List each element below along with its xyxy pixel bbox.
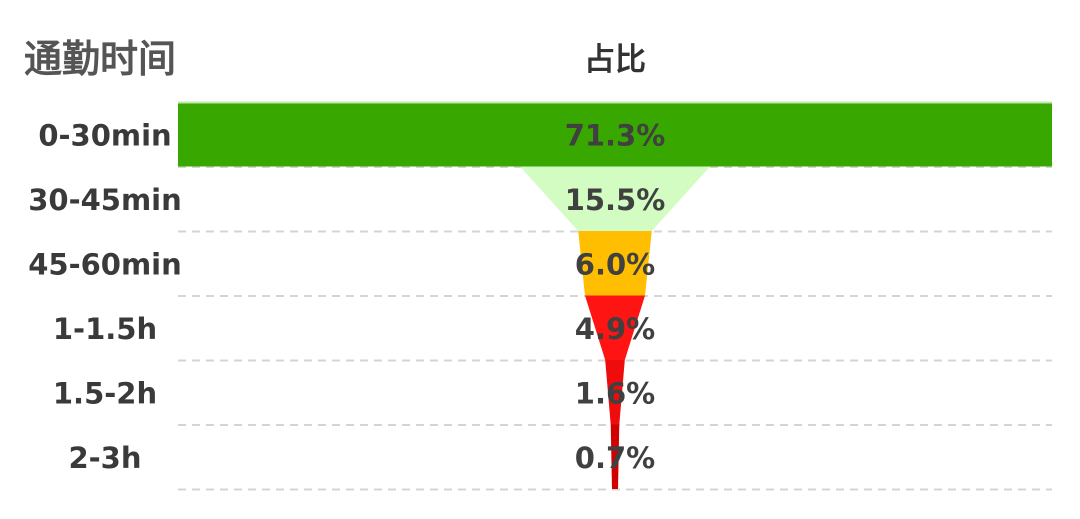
funnel-segment-0-30min: [178, 102, 1052, 167]
chart-title: 通勤时间: [24, 37, 177, 81]
category-label: 1-1.5h: [53, 312, 157, 346]
category-label: 2-3h: [68, 441, 141, 475]
value-label: 1.6%: [575, 376, 655, 410]
funnel-segment-1-1.5h: [584, 295, 646, 360]
category-label: 45-60min: [28, 247, 182, 281]
category-label: 30-45min: [28, 183, 182, 217]
value-label: 6.0%: [575, 247, 655, 281]
value-label: 0.7%: [575, 441, 655, 475]
funnel-segment-45-60min: [578, 231, 652, 296]
value-label: 4.9%: [575, 312, 655, 346]
category-label: 0-30min: [38, 118, 171, 152]
category-label: 1.5-2h: [53, 376, 157, 410]
funnel-segment-30-45min: [520, 166, 710, 231]
value-label: 71.3%: [565, 118, 666, 152]
funnel-segment-1.5-2h: [605, 360, 625, 425]
value-label: 15.5%: [565, 183, 666, 217]
funnel-segment-2-3h: [610, 424, 620, 489]
value-column-header: 占比: [584, 42, 646, 78]
